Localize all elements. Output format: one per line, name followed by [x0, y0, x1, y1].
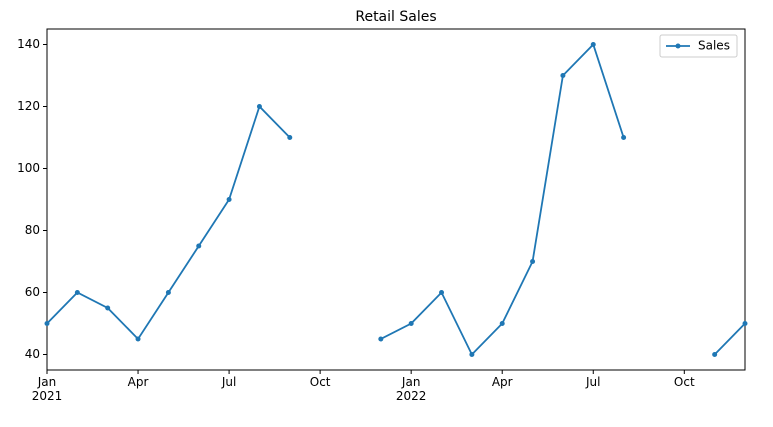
point: [742, 321, 748, 326]
x-tick-label: Jul: [221, 375, 236, 389]
point: [530, 259, 536, 264]
x-tick-label: Oct: [310, 375, 331, 389]
x-tick-label: Apr: [128, 375, 149, 389]
point: [712, 352, 718, 357]
point: [74, 290, 80, 295]
x-tick-label: Apr: [492, 375, 513, 389]
y-tick-label: 120: [17, 99, 40, 113]
point: [226, 197, 232, 202]
point: [469, 352, 475, 357]
x-tick-label: Oct: [674, 375, 695, 389]
x-tick-label: Jan 2021: [32, 375, 63, 403]
legend-label: Sales: [698, 39, 730, 53]
y-tick-label: 40: [25, 347, 40, 361]
point: [378, 336, 384, 342]
x-tick-label: Jul: [585, 375, 600, 389]
point: [135, 336, 141, 342]
point: [560, 73, 566, 78]
point: [165, 290, 171, 295]
legend-marker: [675, 43, 681, 49]
legend: Sales: [659, 34, 738, 58]
x-tick-label: Jan 2022: [396, 375, 427, 403]
point: [287, 135, 293, 140]
plot-frame: [46, 28, 746, 371]
point: [196, 243, 202, 249]
point: [256, 104, 262, 109]
line: [46, 42, 746, 357]
y-tick-label: 140: [17, 37, 40, 51]
y-tick-label: 60: [25, 285, 40, 299]
chart-title: Retail Sales: [355, 9, 436, 25]
point: [44, 321, 50, 326]
point: [408, 321, 414, 326]
y-tick-label: 80: [25, 223, 40, 237]
point: [499, 321, 505, 326]
point: [439, 290, 445, 295]
point: [621, 135, 627, 140]
point: [105, 305, 111, 311]
y-tick-label: 100: [17, 161, 40, 175]
point: [590, 42, 596, 47]
legend-frame: [659, 34, 738, 58]
